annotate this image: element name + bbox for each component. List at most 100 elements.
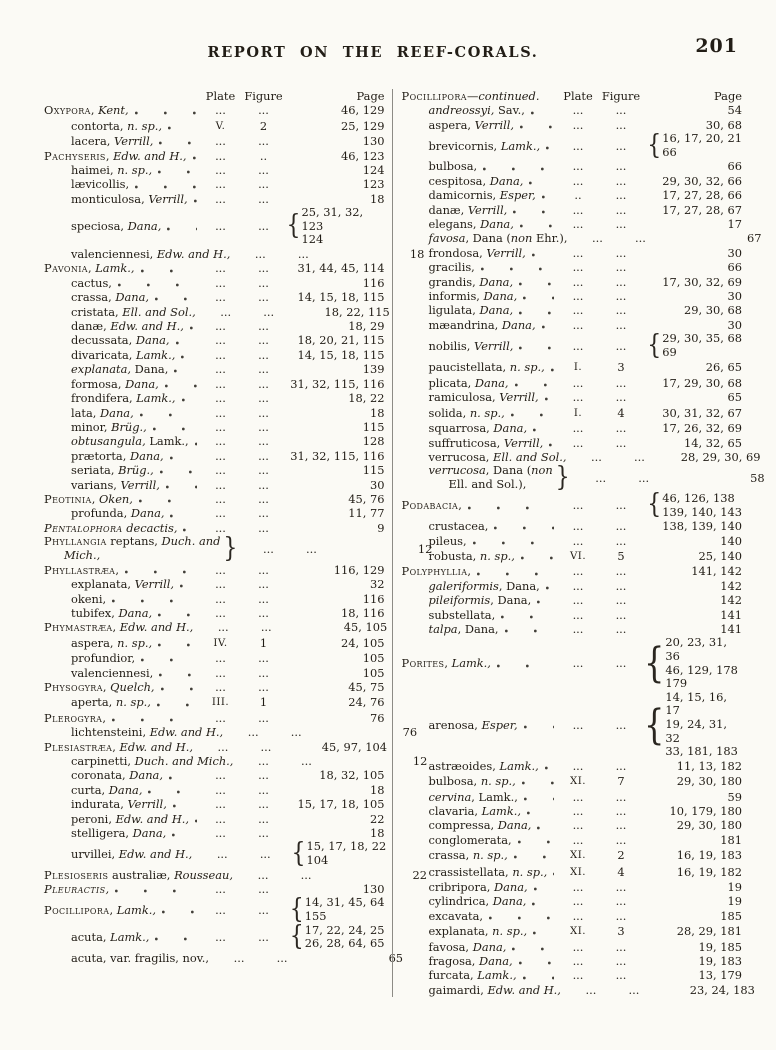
page-value: 18	[370, 191, 385, 206]
plate-value: ...	[215, 347, 226, 362]
plate-value: ...	[572, 953, 584, 968]
text-segment: lata,	[71, 405, 101, 420]
text-segment: Dana,	[497, 818, 532, 833]
entry-name: frondifera, Lamk.,	[44, 391, 176, 405]
figure-value: ...	[300, 754, 312, 769]
figure-value: ...	[615, 338, 627, 353]
plate-value: ...	[572, 338, 584, 353]
entry-name: Physogyra, Quelch,	[44, 680, 155, 694]
entry-name: ramiculosa, Verrill,	[402, 390, 539, 404]
figure-value: ...	[258, 103, 269, 118]
page-title: REPORT ON THE REEF-CORALS.	[207, 44, 539, 61]
column-header-figure: Figure	[601, 89, 641, 103]
dot-leader	[546, 139, 554, 152]
text-segment: formosa,	[71, 376, 126, 391]
dot-leader	[513, 203, 554, 216]
dot-leader	[169, 449, 197, 462]
plate-value: ...	[572, 159, 584, 174]
figure-value: ...	[260, 739, 272, 754]
entry-name: aspera, n. sp.,	[44, 636, 152, 650]
text-segment: explanata,	[71, 362, 135, 377]
index-row: elegans, Dana,...... 17	[402, 217, 743, 231]
dot-leader	[112, 592, 197, 605]
text-segment: ,	[444, 656, 452, 671]
index-row: curta, Dana,...... 18	[44, 783, 385, 797]
dot-leader	[537, 819, 554, 832]
dot-leader	[175, 334, 197, 347]
entry-name: Plesiastræa, Edw. and H.,	[44, 740, 193, 754]
text-segment: Pocillipora	[44, 902, 110, 917]
entry-name-line: Mich.,	[44, 548, 220, 563]
plate-value: ...	[572, 968, 584, 983]
dot-leader	[162, 904, 197, 917]
page-value: 31, 32, 115, 116	[290, 448, 385, 463]
dot-leader	[520, 550, 554, 563]
figure-value: ...	[615, 818, 627, 833]
figure-value: ...	[300, 867, 312, 882]
entry-name: crustacea,	[402, 519, 489, 533]
index-row: valenciennesi, Edw. and H.,...... 18	[44, 247, 424, 261]
text-segment: , Lamk.,	[471, 789, 518, 804]
index-row: speciosa, Dana,...... {25, 31, 32, 123 124	[44, 205, 385, 247]
index-row: Pocillipora, Lamk.,...... {14, 31, 45, 64…	[44, 895, 385, 923]
dot-leader	[550, 361, 554, 374]
index-row: favosa, Dana (non Ehr.),...... 67	[402, 231, 762, 246]
dot-leader	[193, 193, 197, 206]
entry-name: conglomerata,	[402, 833, 512, 847]
page-value: 115	[362, 419, 385, 434]
dot-leader	[158, 607, 197, 620]
page-value: 30, 68	[705, 117, 742, 132]
page-value: 65	[727, 390, 743, 405]
page-value: 116	[362, 275, 385, 290]
page-value: 24, 105	[341, 635, 385, 650]
text-segment: mæandrina,	[428, 317, 502, 332]
text-segment: , Dana (	[485, 463, 532, 478]
figure-value: ...	[638, 470, 650, 485]
page-value: 12	[417, 541, 433, 556]
dot-leader	[496, 657, 554, 670]
text-segment: Dana,	[132, 826, 167, 841]
plate-value: ...	[572, 758, 584, 773]
index-row: paucistellata, n. sp., I. 3 26, 65	[402, 359, 743, 375]
text-segment: Brüg.,	[111, 419, 147, 434]
text-segment: Pentalophora	[44, 520, 123, 535]
dot-leader	[140, 262, 197, 275]
page-line: 46, 129, 178	[665, 662, 738, 677]
page-value: {17, 22, 24, 25 26, 28, 64, 65	[287, 922, 385, 951]
text-segment: Edw. and H.,	[110, 319, 184, 334]
plate-value: VI.	[558, 548, 598, 564]
text-segment: Kent,	[98, 103, 129, 118]
dot-leader	[170, 507, 197, 520]
text-segment: substellata,	[428, 607, 496, 622]
page-value: {16, 17, 20, 21 66	[644, 131, 742, 159]
page-value: 31, 44, 45, 114	[297, 261, 385, 276]
entry-name: decussata, Dana,	[44, 333, 170, 347]
text-segment: coronata,	[71, 768, 130, 783]
page-value: 115	[362, 463, 385, 478]
dot-leader	[183, 521, 197, 534]
page-value: 29, 30, 32, 66	[662, 173, 742, 188]
plate-value: XI.	[558, 773, 598, 789]
plate-value: ...	[592, 231, 603, 246]
figure-value: 4	[617, 405, 625, 420]
entry-name: crassistellata, n. sp.,	[402, 865, 548, 879]
figure-value: ...	[258, 797, 269, 812]
text-segment: n. sp.,	[117, 163, 153, 178]
text-segment: Dana,	[492, 894, 527, 909]
figure-value: ...	[258, 477, 269, 492]
text-segment: profundior,	[71, 651, 136, 666]
name-brace: }	[555, 461, 570, 493]
figure-value: ...	[258, 651, 269, 666]
index-row: talpa, Dana,...... 141	[402, 622, 743, 636]
entry-name: squarrosa, Dana,	[402, 421, 528, 435]
figure-value: ...	[615, 656, 627, 671]
figure-value: ...	[258, 680, 269, 694]
page-value: {14, 15, 16, 17 19, 24, 31, 32 33, 181, 18…	[644, 690, 742, 759]
figure-value: ...	[258, 134, 269, 149]
dot-leader	[523, 290, 554, 303]
entry-name: ligulata, Dana,	[402, 303, 514, 317]
text-segment: Duch. and Mich.,	[134, 754, 234, 769]
text-segment: Phyllangia	[44, 534, 107, 549]
figure-value: ...	[615, 375, 627, 390]
page-value: 29, 30, 180	[676, 818, 742, 833]
